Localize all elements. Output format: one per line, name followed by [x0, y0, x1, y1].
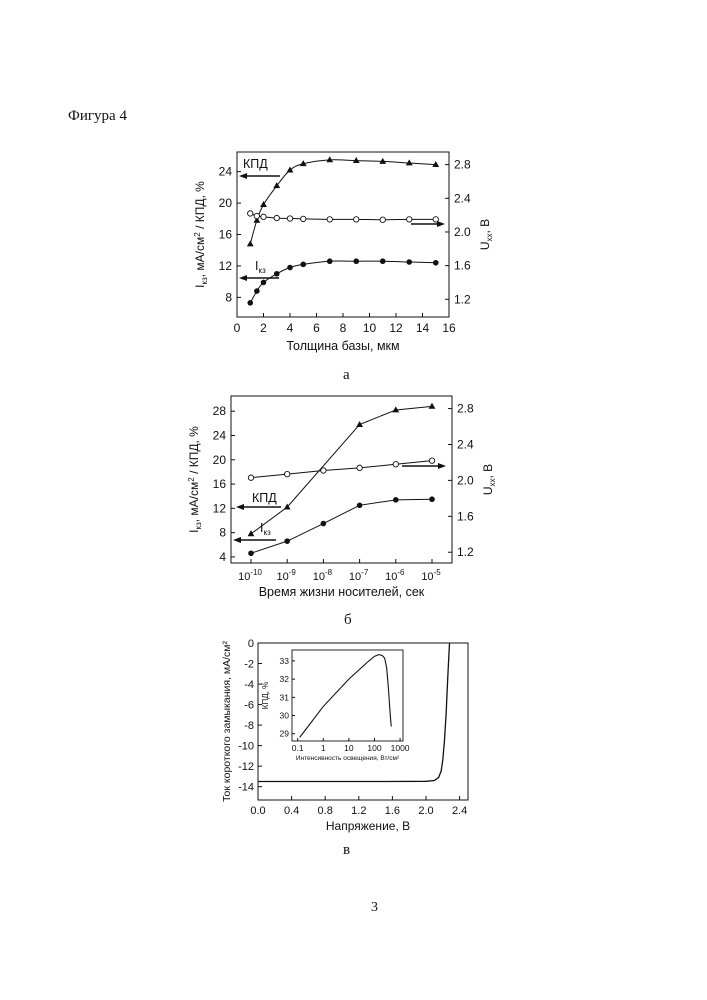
inset-y-tick-label: 31	[280, 692, 290, 702]
y-tick-label: -14	[238, 782, 254, 794]
y-tick-label: -4	[244, 679, 254, 691]
caption-c: в	[343, 842, 350, 859]
inset-x-tick-label: 1	[321, 743, 326, 753]
inset-x-tick-label: 100	[367, 743, 381, 753]
inset-y-axis-label: КПД, %	[261, 682, 270, 709]
x-tick-label: 2.4	[452, 805, 467, 817]
y-axis-label: Ток короткого замыкания, мА/см²	[221, 640, 233, 802]
y-tick-label: -8	[244, 720, 254, 732]
inset-x-tick-label: 1000	[391, 743, 410, 753]
y-tick-label: -2	[244, 659, 254, 671]
inset-y-tick-label: 33	[280, 656, 290, 666]
x-tick-label: 2.0	[418, 805, 433, 817]
x-tick-label: 0.8	[318, 805, 333, 817]
x-tick-label: 1.2	[351, 805, 366, 817]
inset-y-tick-label: 29	[280, 729, 290, 739]
y-tick-label: 0	[248, 638, 254, 650]
page-number: 3	[371, 900, 378, 916]
inset-y-tick-label: 32	[280, 674, 290, 684]
y-tick-label: -6	[244, 700, 254, 712]
inset-frame	[292, 650, 403, 741]
inset-y-tick-label: 30	[280, 711, 290, 721]
inset-x-tick-label: 10	[344, 743, 354, 753]
y-tick-label: -10	[238, 741, 254, 753]
inset-x-tick-label: 0.1	[292, 743, 304, 753]
x-tick-label: 0.4	[284, 805, 299, 817]
x-tick-label: 1.6	[385, 805, 400, 817]
inset-x-axis-label: Интенсивность освещения, Вт/см²	[296, 755, 400, 762]
x-axis-label: Напряжение, В	[326, 819, 410, 833]
y-tick-label: -12	[238, 761, 254, 773]
x-tick-label: 0.0	[250, 805, 265, 817]
